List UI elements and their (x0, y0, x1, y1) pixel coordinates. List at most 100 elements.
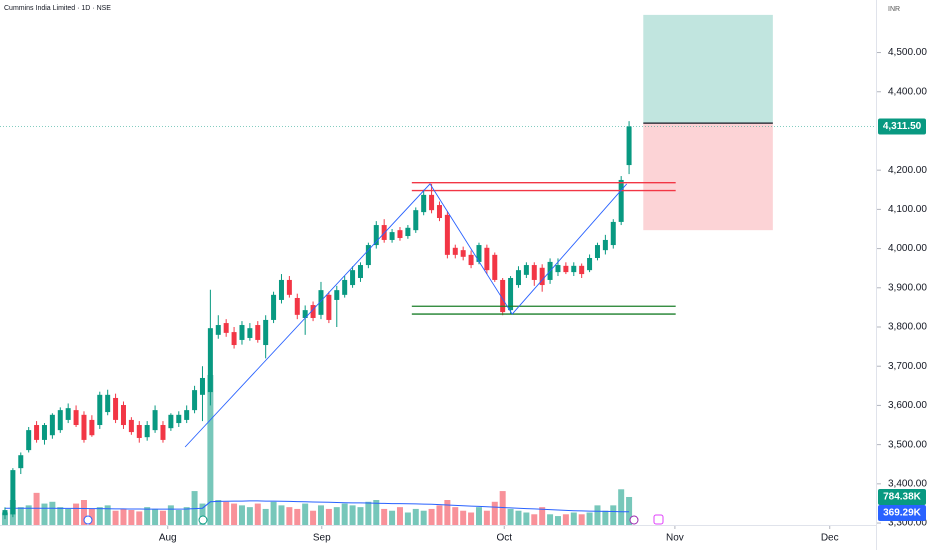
volume-bar (333, 507, 340, 525)
candle-body (334, 290, 340, 300)
volume-bar (120, 508, 127, 525)
candle-body (452, 247, 458, 255)
candle-body (318, 290, 324, 315)
x-tick-label: Nov (666, 533, 684, 544)
x-tick-label: Oct (496, 533, 512, 544)
candle-body (476, 245, 482, 262)
candle-body (500, 279, 506, 313)
candle-body (65, 408, 71, 420)
volume-bar (396, 507, 403, 525)
last-price-box (878, 118, 926, 135)
volume-bar (373, 500, 380, 525)
candle-body (176, 414, 182, 424)
candle-body (508, 277, 514, 311)
candle-body (113, 397, 119, 420)
candle-body (73, 410, 79, 426)
candle-body (294, 297, 300, 315)
volume-bar (167, 505, 174, 525)
candle-body (444, 214, 450, 255)
dividend-marker[interactable] (83, 515, 93, 525)
currency: INR (888, 6, 900, 13)
candle-body (278, 279, 284, 300)
volume-bar (420, 510, 427, 525)
volume-bar (80, 500, 87, 525)
candle-body (429, 194, 435, 211)
volume-bar (65, 508, 72, 525)
volume-bar (610, 505, 617, 525)
candle-body (168, 414, 174, 429)
candle-body (89, 419, 95, 436)
y-tick-label: 4,400.00 (888, 86, 927, 97)
volume-bar (357, 507, 364, 525)
candle-body (555, 265, 561, 273)
volume-bar (302, 503, 309, 525)
volume-bar (310, 510, 317, 525)
y-tick-label: 4,200.00 (888, 165, 927, 176)
candle-body (626, 126, 632, 166)
candle-body (405, 227, 411, 237)
volume-bar (602, 510, 609, 525)
volume-bar (317, 505, 324, 525)
candle-body (389, 232, 395, 240)
volume-bar (57, 507, 64, 525)
y-tick-label: 3,400.00 (888, 478, 927, 489)
volume-ma-box (878, 504, 926, 521)
y-tick-label: 3,300.00 (888, 518, 927, 529)
candle-body (523, 265, 529, 275)
volume-bar (483, 510, 490, 525)
volume-bar (562, 514, 569, 525)
candle-body (223, 323, 229, 333)
volume-bar (49, 501, 56, 525)
candle-body (136, 425, 142, 438)
candle-body (594, 245, 600, 258)
chart-title: Cummins India Limited · 1D · NSE (4, 5, 111, 12)
candle-body (468, 254, 474, 266)
volume-bar (389, 510, 396, 525)
volume-bar (460, 510, 467, 525)
volume-bar (626, 496, 633, 525)
y-tick-label: 3,500.00 (888, 439, 927, 450)
y-tick-label: 3,800.00 (888, 322, 927, 333)
volume-bar (88, 508, 95, 525)
volume-bar (578, 514, 585, 525)
candle-body (342, 279, 348, 295)
candle-body (302, 310, 308, 318)
candle-body (128, 419, 134, 433)
candle-body (492, 254, 498, 280)
x-tick-label: Dec (821, 533, 839, 544)
volume-bar (33, 492, 40, 525)
candle-body (365, 245, 371, 266)
volume-bar (262, 508, 269, 525)
volume-bar (286, 507, 293, 525)
volume-bar (539, 507, 546, 525)
candle-body (397, 230, 403, 238)
volume-bar (144, 507, 151, 525)
volume-bar (515, 510, 522, 525)
candle-body (49, 414, 55, 436)
candle-body (263, 319, 269, 346)
candle-body (602, 239, 608, 251)
volume-bar (183, 507, 190, 525)
dividend-marker[interactable] (198, 515, 208, 525)
candle-body (34, 425, 40, 440)
volume-bar (428, 508, 435, 525)
candle-body (357, 265, 363, 278)
volume-bar (128, 510, 135, 525)
candle-body (460, 250, 466, 257)
candle-body (239, 325, 245, 340)
volume-bar (475, 507, 482, 525)
candle-body (326, 294, 332, 320)
volume-bar (25, 505, 32, 525)
volume-bar (586, 512, 593, 525)
volume-bar (231, 503, 238, 525)
volume-bar (594, 505, 601, 525)
volume-bar (152, 508, 159, 525)
volume-bar (341, 503, 348, 525)
volume-bar (223, 501, 230, 525)
candle-body (41, 425, 47, 440)
earnings-marker[interactable] (653, 514, 664, 525)
candle-body (531, 265, 537, 280)
event-marker[interactable] (629, 515, 639, 525)
